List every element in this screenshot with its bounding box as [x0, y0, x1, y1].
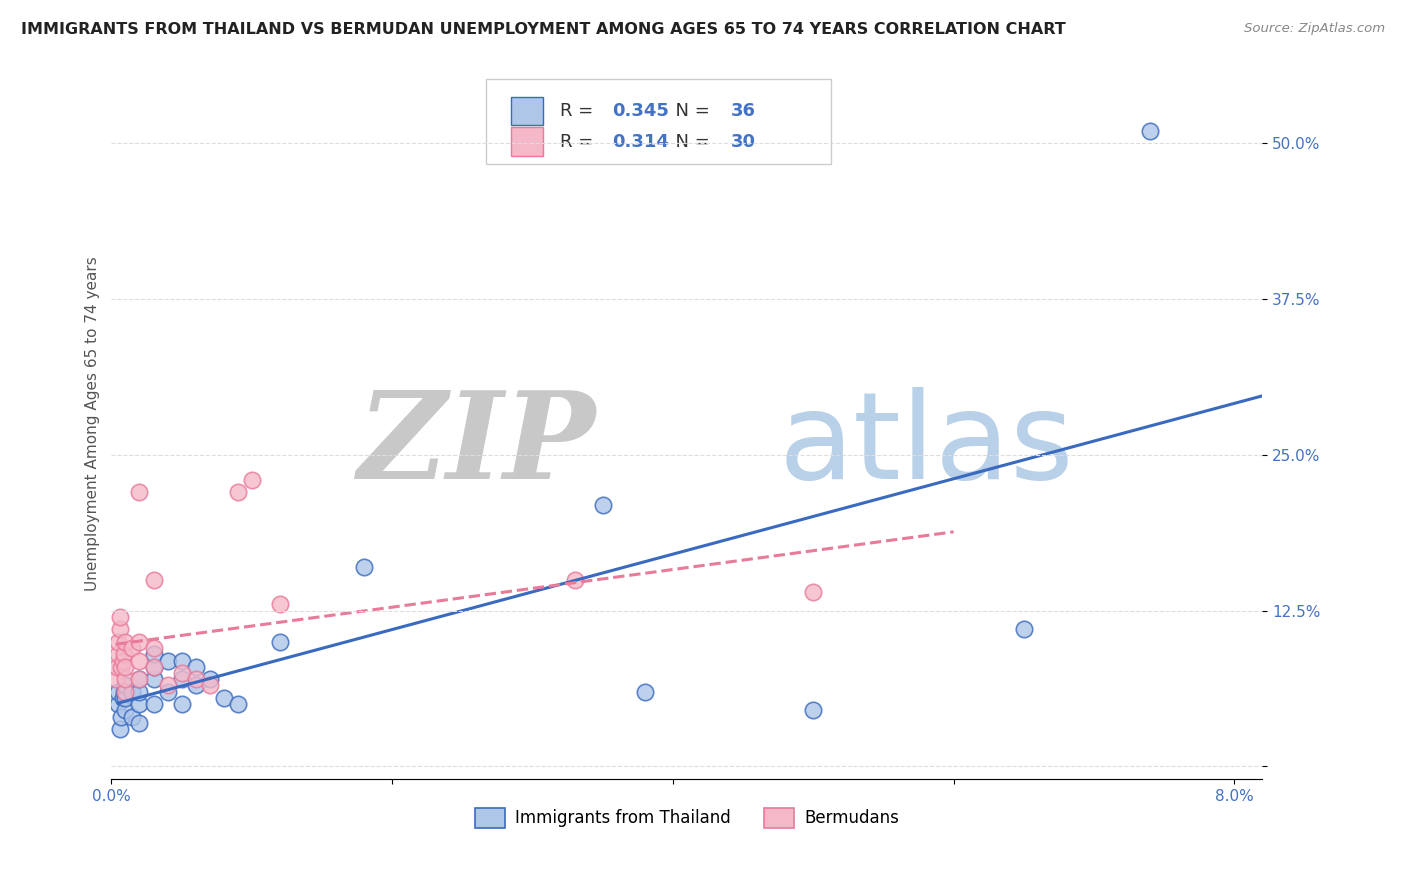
- Point: [114, 635, 136, 649]
- Point: [105, 659, 128, 673]
- Point: [108, 623, 131, 637]
- Point: [111, 690, 134, 705]
- Point: [108, 722, 131, 736]
- Text: N =: N =: [664, 133, 716, 151]
- Point: [170, 665, 193, 680]
- Point: [142, 659, 165, 673]
- Point: [634, 684, 657, 698]
- Point: [107, 635, 129, 649]
- Text: R =: R =: [561, 133, 599, 151]
- FancyBboxPatch shape: [485, 79, 831, 164]
- Y-axis label: Unemployment Among Ages 65 to 74 years: Unemployment Among Ages 65 to 74 years: [86, 256, 100, 591]
- Point: [592, 498, 614, 512]
- Point: [128, 653, 150, 667]
- Point: [170, 697, 193, 711]
- Point: [142, 648, 165, 662]
- Point: [170, 653, 193, 667]
- Point: [269, 635, 291, 649]
- FancyBboxPatch shape: [510, 97, 543, 126]
- Point: [142, 672, 165, 686]
- Point: [121, 641, 143, 656]
- Point: [128, 672, 150, 686]
- Text: R =: R =: [561, 103, 599, 120]
- Point: [142, 641, 165, 656]
- Text: 36: 36: [731, 103, 755, 120]
- Point: [184, 678, 207, 692]
- Point: [212, 690, 235, 705]
- Point: [142, 697, 165, 711]
- Point: [128, 684, 150, 698]
- Point: [269, 598, 291, 612]
- Point: [226, 485, 249, 500]
- Text: 0.314: 0.314: [612, 133, 669, 151]
- Point: [156, 653, 179, 667]
- Point: [107, 697, 129, 711]
- Point: [121, 684, 143, 698]
- Point: [110, 659, 132, 673]
- Point: [184, 659, 207, 673]
- Point: [128, 715, 150, 730]
- Point: [184, 672, 207, 686]
- Point: [128, 485, 150, 500]
- Point: [108, 610, 131, 624]
- Point: [198, 678, 221, 692]
- Text: Source: ZipAtlas.com: Source: ZipAtlas.com: [1244, 22, 1385, 36]
- Point: [128, 635, 150, 649]
- Point: [170, 672, 193, 686]
- Point: [564, 573, 586, 587]
- Point: [128, 672, 150, 686]
- Point: [801, 585, 824, 599]
- Point: [114, 703, 136, 717]
- Text: 0.345: 0.345: [612, 103, 669, 120]
- Point: [111, 653, 134, 667]
- Point: [107, 684, 129, 698]
- Point: [156, 684, 179, 698]
- Point: [142, 659, 165, 673]
- Point: [1012, 623, 1035, 637]
- Point: [104, 672, 127, 686]
- Text: atlas: atlas: [779, 386, 1074, 503]
- Point: [226, 697, 249, 711]
- Point: [112, 684, 135, 698]
- Point: [110, 709, 132, 723]
- Point: [112, 648, 135, 662]
- Point: [128, 697, 150, 711]
- Point: [107, 648, 129, 662]
- Text: IMMIGRANTS FROM THAILAND VS BERMUDAN UNEMPLOYMENT AMONG AGES 65 TO 74 YEARS CORR: IMMIGRANTS FROM THAILAND VS BERMUDAN UNE…: [21, 22, 1066, 37]
- FancyBboxPatch shape: [510, 128, 543, 156]
- Point: [156, 678, 179, 692]
- Point: [114, 678, 136, 692]
- Text: ZIP: ZIP: [357, 385, 595, 504]
- Point: [114, 690, 136, 705]
- Point: [142, 573, 165, 587]
- Point: [353, 560, 375, 574]
- Text: N =: N =: [664, 103, 716, 120]
- Point: [801, 703, 824, 717]
- Legend: Immigrants from Thailand, Bermudans: Immigrants from Thailand, Bermudans: [468, 801, 905, 835]
- Text: 30: 30: [731, 133, 755, 151]
- Point: [114, 684, 136, 698]
- Point: [1139, 124, 1161, 138]
- Point: [114, 659, 136, 673]
- Point: [121, 709, 143, 723]
- Point: [114, 672, 136, 686]
- Point: [240, 473, 263, 487]
- Point: [198, 672, 221, 686]
